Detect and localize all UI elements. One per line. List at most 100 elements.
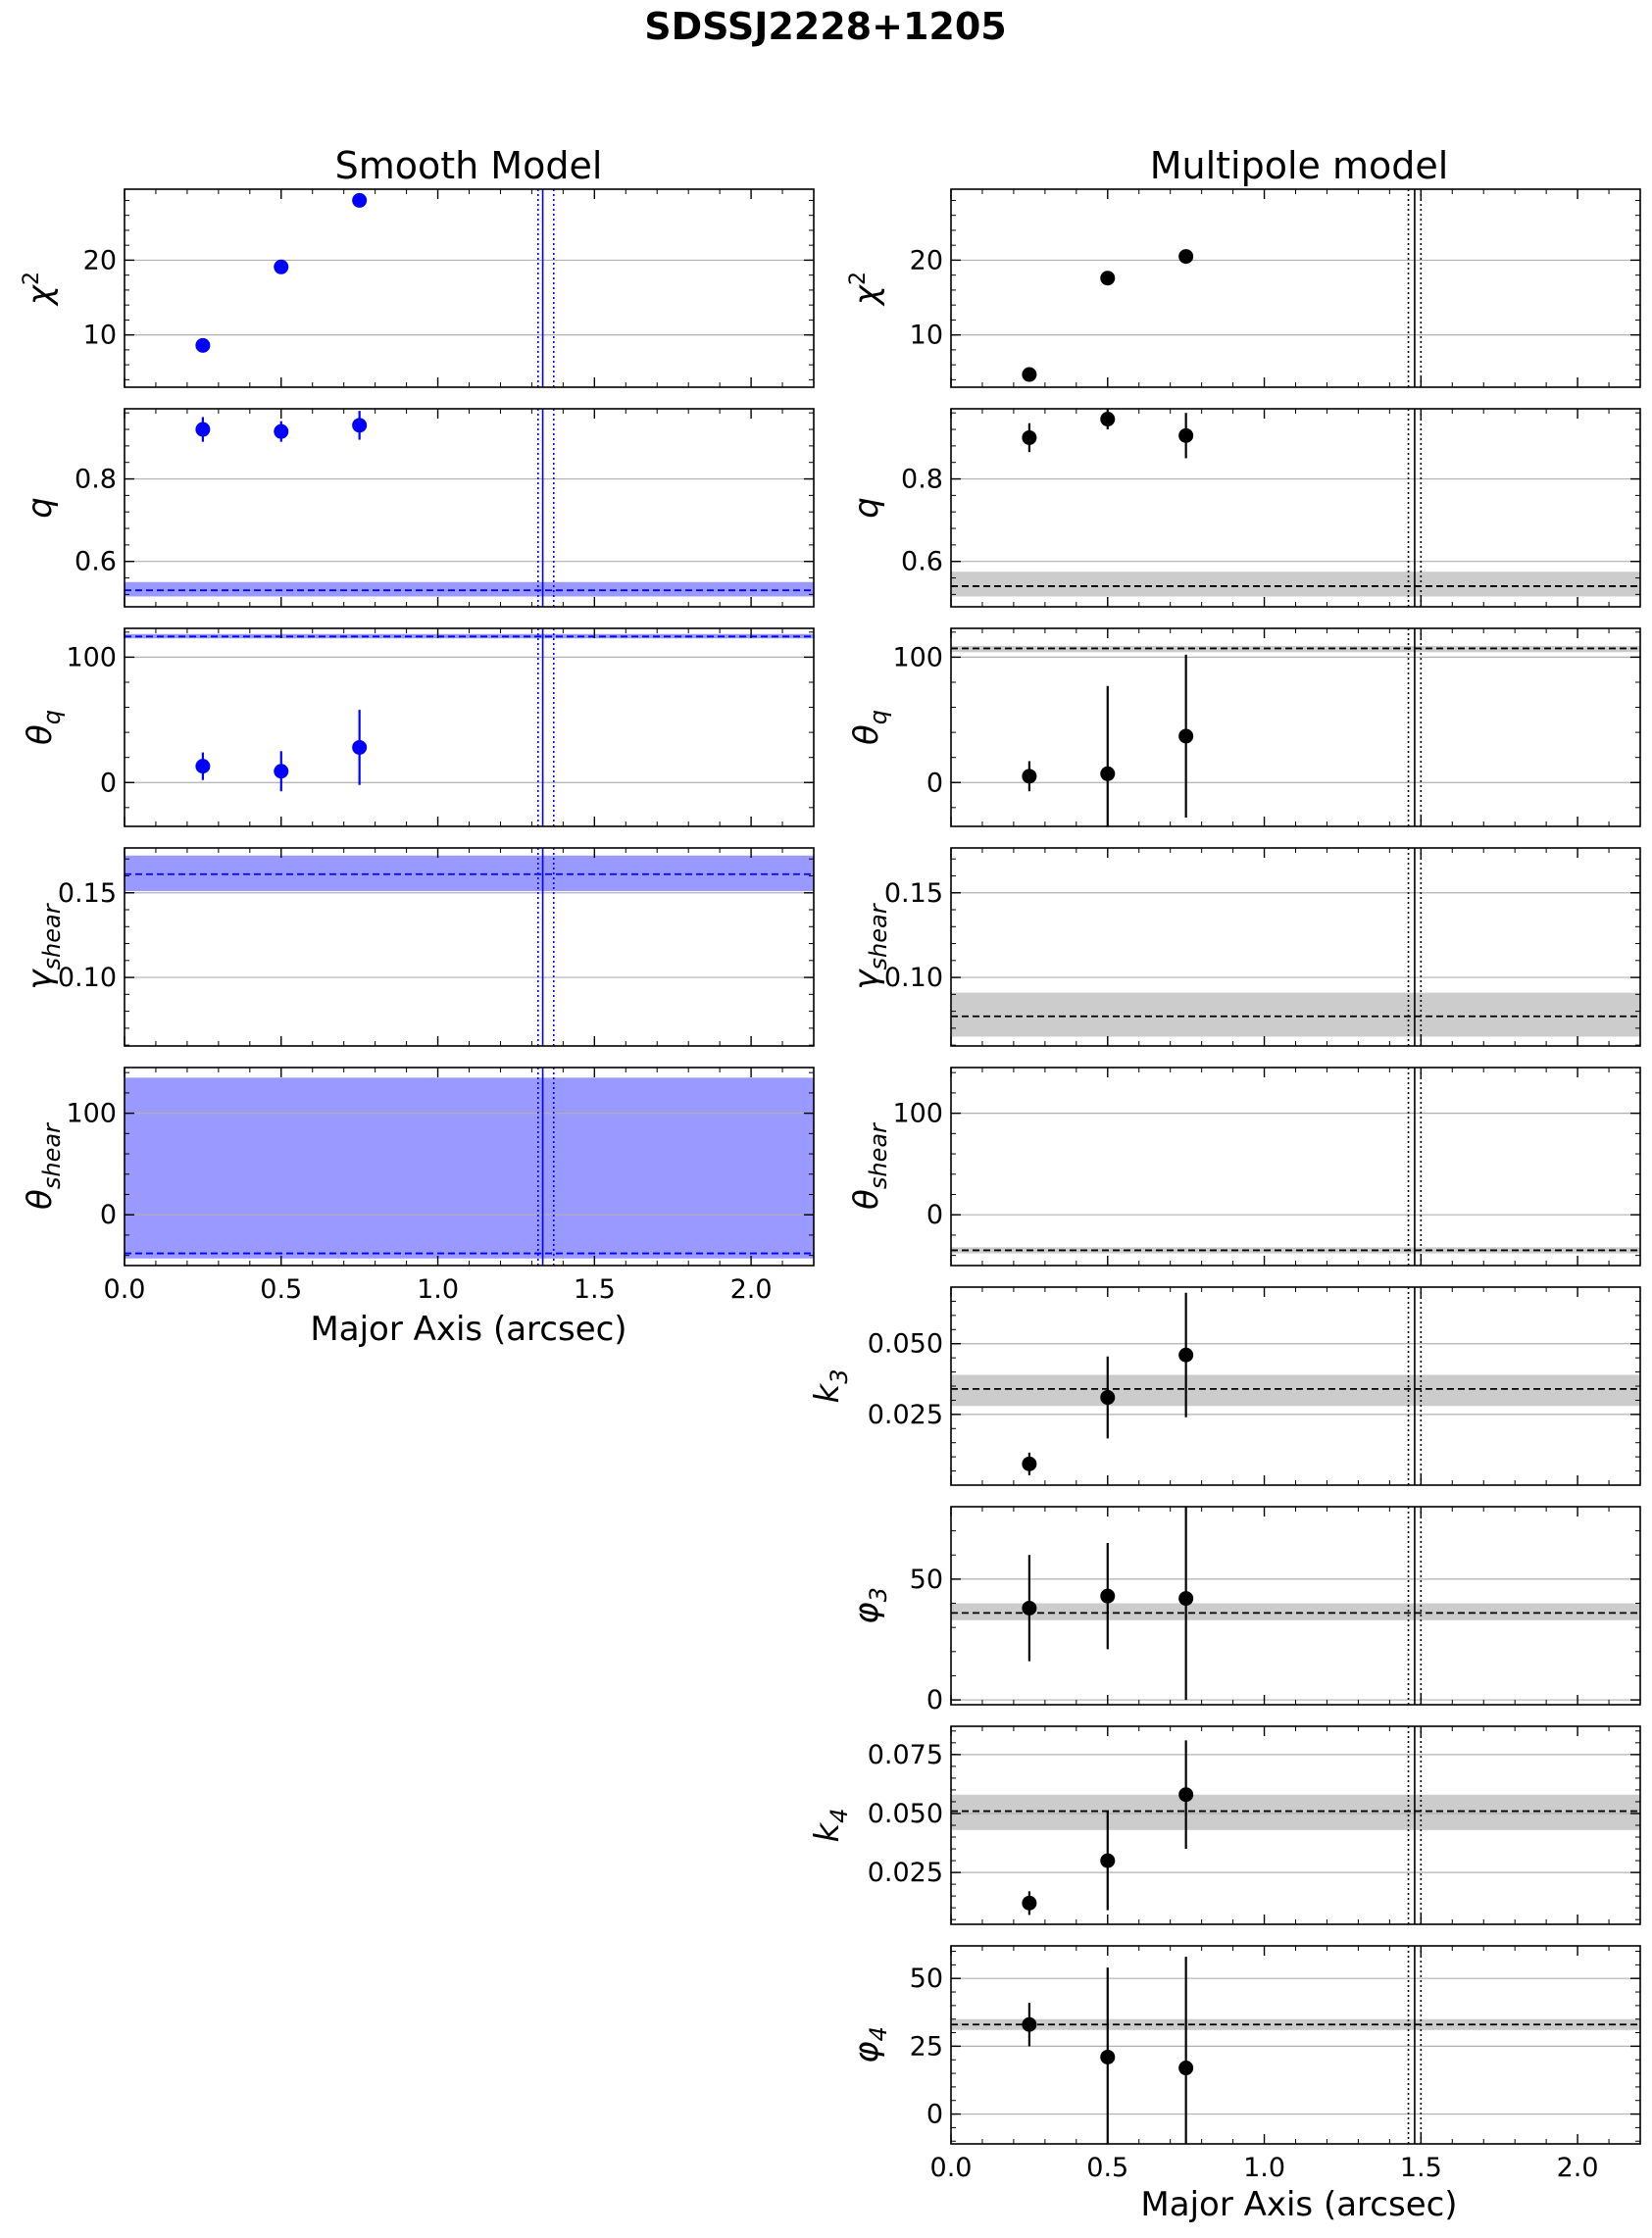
y-tick-label: 0 [926,2100,943,2130]
y-axis-label: q [21,497,60,519]
data-point [1022,1895,1037,1911]
multipole-column-title: Multipole model [1150,144,1449,187]
confidence-band [951,572,1640,597]
axes-frame [950,188,1641,388]
axes-frame [950,1067,1641,1267]
axes-frame [124,188,815,388]
y-axis-label: θshear [21,1121,66,1210]
smooth-panel-5: 0 100 0.0 0.5 1.0 1.5 2.0 θshear [21,1067,815,1305]
smooth-x-axis-label: Major Axis (arcsec) [310,1310,626,1349]
y-tick-label: 0.6 [901,547,943,577]
confidence-band [125,633,814,639]
y-tick-label: 0.10 [884,963,943,993]
data-point [1178,2061,1194,2076]
data-point [195,759,211,774]
data-point [274,423,289,439]
y-tick-label: 10 [83,321,117,351]
data-point [1100,1588,1116,1604]
y-axis-label: q [847,497,886,519]
y-tick-label: 0 [926,1685,943,1716]
y-axis-label: φ3 [847,1587,892,1624]
data-point [1022,1600,1037,1616]
y-tick-label: 0 [926,768,943,798]
panel-content [951,1287,1640,1485]
y-tick-label: 0.10 [58,963,117,993]
multipole-panel-7: 0 50 φ3 [847,1506,1641,1716]
data-point [1100,766,1116,781]
confidence-band [951,1374,1640,1407]
panel-content [125,1068,814,1266]
y-tick-label: 0 [100,768,117,798]
multipole-panel-2: 0.6 0.8 q [847,408,1641,608]
confidence-band [951,1247,1640,1254]
smooth-panel-1: 10 20 χ2 [20,188,815,388]
panel-content [125,409,814,607]
x-tick-label: 1.0 [417,1274,459,1305]
axes-frame [124,627,815,827]
data-point [1178,1347,1194,1363]
y-tick-label: 100 [892,642,943,672]
panel-content [125,628,814,826]
y-axis-label: γshear [21,902,66,989]
panel-content [125,189,814,387]
multipole-panel-6: 0.025 0.050 k3 [808,1286,1641,1486]
multipole-panel-1: 10 20 χ2 [846,188,1641,388]
y-tick-label: 100 [66,642,117,672]
data-point [1100,1390,1116,1406]
y-tick-label: 25 [910,2031,943,2062]
y-axis-label: γshear [847,902,892,989]
axes-frame [124,408,815,608]
confidence-band [951,1603,1640,1620]
y-axis-label: φ4 [847,2026,892,2064]
x-tick-label: 2.0 [1557,2153,1599,2183]
panel-content [125,848,814,1046]
data-point [352,418,368,433]
y-tick-label: 10 [910,321,943,351]
y-tick-label: 0 [100,1200,117,1230]
multipole-panel-9: 0 25 50 0.0 0.5 1.0 1.5 2.0 φ4 [847,1945,1641,2183]
data-point [1022,1456,1037,1471]
y-tick-label: 0 [926,1200,943,1230]
confidence-band [951,992,1640,1037]
y-axis-label: θshear [847,1121,892,1210]
x-tick-label: 2.0 [730,1274,773,1305]
y-tick-label: 0.8 [901,465,943,495]
axes-frame [950,627,1641,827]
y-tick-label: 0.050 [868,1329,943,1360]
data-point [195,337,211,353]
data-point [1178,728,1194,744]
smooth-panel-2: 0.6 0.8 q [21,408,815,608]
multipole-panel-3: 0 100 θq [847,627,1641,827]
plot-area: 1020χ20.60.8q0100θq0.100.15γshear01000.0… [20,188,1641,2183]
y-tick-label: 0.8 [75,465,117,495]
x-tick-label: 0.5 [1086,2153,1128,2183]
y-tick-label: 0.15 [884,878,943,909]
data-point [1178,249,1194,265]
data-point [1022,769,1037,784]
data-point [352,192,368,208]
y-axis-label: θq [847,710,892,745]
y-tick-label: 0.6 [75,547,117,577]
data-point [1178,427,1194,443]
x-tick-label: 0.5 [260,1274,302,1305]
y-tick-label: 0.025 [868,1400,943,1430]
confidence-band [951,1794,1640,1830]
smooth-panel-3: 0 100 θq [21,627,815,827]
y-tick-label: 0.075 [868,1740,943,1770]
panel-content [951,409,1640,607]
y-tick-label: 50 [910,1565,943,1595]
y-tick-label: 100 [892,1099,943,1129]
data-point [1100,1853,1116,1868]
data-point [1022,429,1037,445]
data-point [1100,271,1116,286]
multipole-panel-8: 0.025 0.050 0.075 k4 [808,1725,1641,1925]
data-point [1178,1787,1194,1803]
confidence-band [951,645,1640,653]
confidence-band [125,581,814,597]
confidence-band [951,2018,1640,2030]
data-point [274,259,289,274]
